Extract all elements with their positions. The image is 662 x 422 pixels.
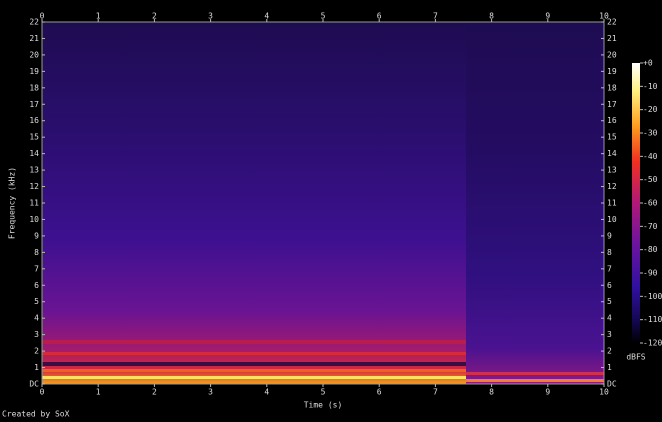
y-tick-label-right: 12 [607,182,617,191]
x-tick-label: 3 [208,388,213,397]
x-tick-label: 0 [40,388,45,397]
y-tick-label: 11 [29,199,39,208]
y-tick-label-right: 1 [607,363,612,372]
y-tick-label: DC [29,380,39,389]
colorbar-tick-label: -40 [643,152,658,161]
x-tick-label: 1 [96,388,101,397]
colorbar-label: dBFS [626,353,645,362]
x-tick-label-top: 9 [545,12,550,21]
x-tick-label: 8 [489,388,494,397]
x-tick-label: 4 [264,388,269,397]
y-tick-label-right: 19 [607,67,617,76]
colorbar-tick-label: -60 [643,199,658,208]
x-tick-label-top: 4 [264,12,269,21]
y-tick-label: 6 [34,281,39,290]
y-tick-label-right: 9 [607,231,612,240]
y-tick-label: 10 [29,215,39,224]
colorbar-tick-label: +0 [643,59,653,68]
y-tick-label-right: 15 [607,133,617,142]
x-axis-label: Time (s) [304,401,343,410]
y-tick-label: 13 [29,166,39,175]
y-tick-label-right: 10 [607,215,617,224]
y-tick-label-right: 3 [607,330,612,339]
colorbar-tick-label: -110 [643,315,662,324]
y-tick-label: 12 [29,182,39,191]
x-tick-label-top: 3 [208,12,213,21]
colorbar-tick-label: -20 [643,105,658,114]
y-tick-label-right: 16 [607,116,617,125]
y-tick-label: 8 [34,248,39,257]
colorbar-tick-label: -30 [643,129,658,138]
y-tick-label-right: 14 [607,149,617,158]
y-tick-label: 7 [34,264,39,273]
y-tick-label: 15 [29,133,39,142]
y-tick-label: 5 [34,297,39,306]
y-tick-label-right: 22 [607,18,617,27]
x-tick-label-top: 0 [40,12,45,21]
y-tick-label-right: 13 [607,166,617,175]
spectrogram-image [42,22,604,384]
y-tick-label-right: DC [607,380,617,389]
colorbar-tick-label: -50 [643,175,658,184]
y-tick-label: 20 [29,50,39,59]
colorbar-tick-label: -90 [643,269,658,278]
y-tick-label: 2 [34,347,39,356]
colorbar-tick-label: -10 [643,82,658,91]
colorbar-tick-label: -120 [643,339,662,348]
x-tick-label-top: 5 [321,12,326,21]
y-tick-label-right: 8 [607,248,612,257]
colorbar-tick-label: -70 [643,222,658,231]
y-tick-label: 1 [34,363,39,372]
x-tick-label: 5 [321,388,326,397]
colorbar [632,63,640,343]
x-tick-label-top: 7 [433,12,438,21]
x-tick-label: 9 [545,388,550,397]
colorbar-tick-label: -100 [643,292,662,301]
x-tick-label: 2 [152,388,157,397]
y-tick-label-right: 7 [607,264,612,273]
colorbar-tick-label: -80 [643,245,658,254]
x-tick-label-top: 10 [599,12,609,21]
y-tick-label-right: 18 [607,83,617,92]
y-tick-label: 18 [29,83,39,92]
y-tick-label: 21 [29,34,39,43]
y-tick-label-right: 20 [607,50,617,59]
y-tick-label-right: 6 [607,281,612,290]
y-tick-label: 3 [34,330,39,339]
x-tick-label-top: 6 [377,12,382,21]
y-tick-label: 19 [29,67,39,76]
x-tick-label: 6 [377,388,382,397]
y-tick-label: 14 [29,149,39,158]
x-tick-label-top: 2 [152,12,157,21]
y-tick-label-right: 4 [607,314,612,323]
y-tick-label-right: 2 [607,347,612,356]
x-tick-label-top: 8 [489,12,494,21]
y-tick-label-right: 17 [607,100,617,109]
y-tick-label: 9 [34,231,39,240]
x-tick-label: 10 [599,388,609,397]
x-tick-label: 7 [433,388,438,397]
y-tick-label: 16 [29,116,39,125]
y-tick-label-right: 5 [607,297,612,306]
y-tick-label: 17 [29,100,39,109]
y-tick-label-right: 21 [607,34,617,43]
footer: Created by SoX [2,410,70,419]
y-tick-label-right: 11 [607,199,617,208]
y-axis-label: Frequency (kHz) [8,167,17,239]
y-tick-label: 22 [29,18,39,27]
y-tick-label: 4 [34,314,39,323]
x-tick-label-top: 1 [96,12,101,21]
